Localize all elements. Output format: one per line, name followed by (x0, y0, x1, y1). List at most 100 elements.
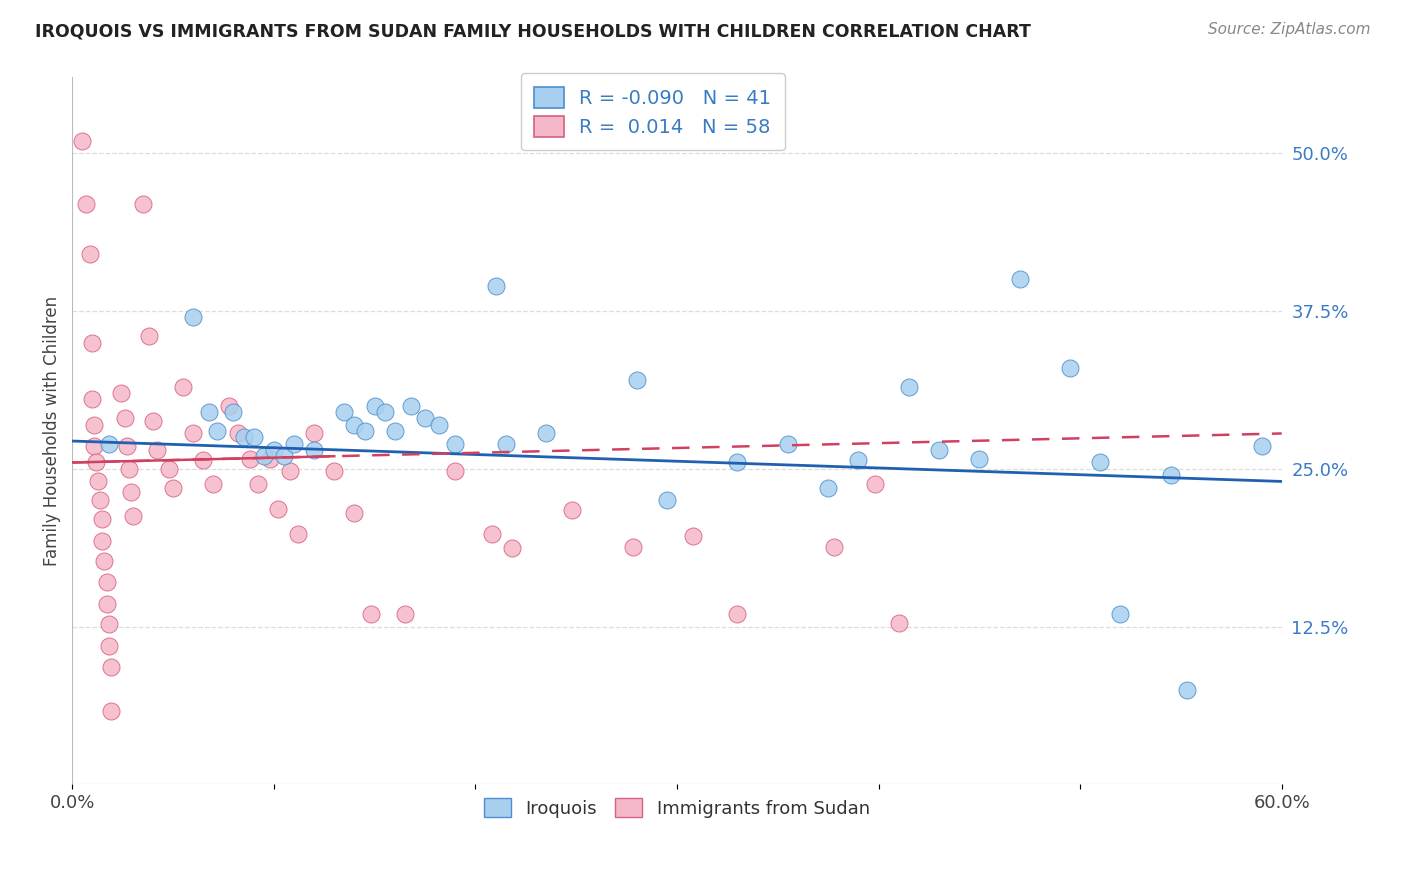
Point (242, 430, 264, 444)
Point (495, 436, 517, 450)
Point (172, 380, 194, 394)
Point (621, 540, 644, 554)
Point (928, 442, 950, 457)
Point (302, 442, 325, 457)
Point (132, 196, 155, 211)
Point (863, 477, 886, 491)
Point (263, 442, 285, 457)
Point (82, 335, 104, 350)
Point (267, 502, 290, 516)
Point (181, 310, 204, 325)
Point (1160, 468, 1182, 483)
Point (115, 439, 138, 453)
Point (142, 414, 165, 428)
Point (1008, 272, 1031, 286)
Point (120, 484, 142, 499)
Point (96, 575, 118, 590)
Point (969, 451, 991, 466)
Point (302, 426, 325, 441)
Point (399, 399, 422, 413)
Point (83, 439, 105, 453)
Point (343, 506, 366, 520)
Point (75, 196, 97, 211)
Point (363, 399, 385, 413)
Point (79, 247, 101, 261)
Point (162, 481, 184, 495)
Point (222, 405, 245, 419)
Point (1109, 607, 1132, 621)
Point (501, 541, 523, 556)
Point (360, 607, 382, 621)
Point (91, 512, 114, 526)
Point (444, 464, 467, 478)
Point (1175, 682, 1198, 697)
Point (1059, 360, 1081, 375)
Point (72, 134, 94, 148)
Point (776, 436, 799, 450)
Point (82, 392, 104, 407)
Point (682, 529, 704, 543)
Point (91, 533, 114, 548)
Point (246, 477, 269, 491)
Point (444, 436, 467, 450)
Point (374, 405, 396, 419)
Text: Source: ZipAtlas.com: Source: ZipAtlas.com (1208, 22, 1371, 37)
Point (232, 430, 254, 444)
Point (181, 426, 204, 441)
Point (89, 493, 111, 508)
Point (118, 462, 141, 476)
Point (333, 405, 356, 419)
Point (1250, 439, 1272, 453)
Point (157, 462, 180, 476)
Point (146, 442, 169, 457)
Point (218, 399, 240, 413)
Point (534, 426, 557, 441)
Point (93, 554, 115, 568)
Point (427, 417, 450, 432)
Point (343, 417, 366, 432)
Point (97, 617, 120, 632)
Point (273, 449, 295, 463)
Point (897, 380, 920, 394)
Point (278, 464, 301, 478)
Legend: Iroquois, Immigrants from Sudan: Iroquois, Immigrants from Sudan (477, 791, 877, 825)
Y-axis label: Family Households with Children: Family Households with Children (44, 296, 60, 566)
Point (413, 411, 436, 425)
Point (96, 597, 118, 611)
Point (353, 424, 375, 438)
Point (121, 508, 143, 523)
Point (817, 481, 839, 495)
Point (481, 527, 503, 541)
Point (484, 278, 506, 293)
Point (727, 455, 749, 469)
Point (384, 424, 406, 438)
Point (97, 436, 120, 450)
Point (226, 426, 249, 441)
Point (253, 449, 276, 463)
Point (259, 451, 281, 466)
Point (114, 411, 136, 425)
Point (83, 417, 105, 432)
Point (323, 464, 346, 478)
Point (193, 453, 215, 467)
Point (283, 436, 305, 450)
Point (848, 453, 870, 467)
Point (138, 329, 160, 343)
Point (86, 455, 108, 469)
Point (287, 527, 309, 541)
Point (626, 373, 648, 387)
Point (394, 607, 416, 621)
Point (100, 704, 122, 718)
Point (198, 405, 221, 419)
Text: IROQUOIS VS IMMIGRANTS FROM SUDAN FAMILY HOUSEHOLDS WITH CHILDREN CORRELATION CH: IROQUOIS VS IMMIGRANTS FROM SUDAN FAMILY… (35, 22, 1031, 40)
Point (97, 639, 120, 653)
Point (239, 451, 262, 466)
Point (202, 477, 225, 491)
Point (110, 386, 132, 401)
Point (561, 503, 583, 517)
Point (100, 660, 122, 674)
Point (207, 424, 229, 438)
Point (87, 475, 110, 489)
Point (727, 607, 749, 621)
Point (1090, 455, 1112, 469)
